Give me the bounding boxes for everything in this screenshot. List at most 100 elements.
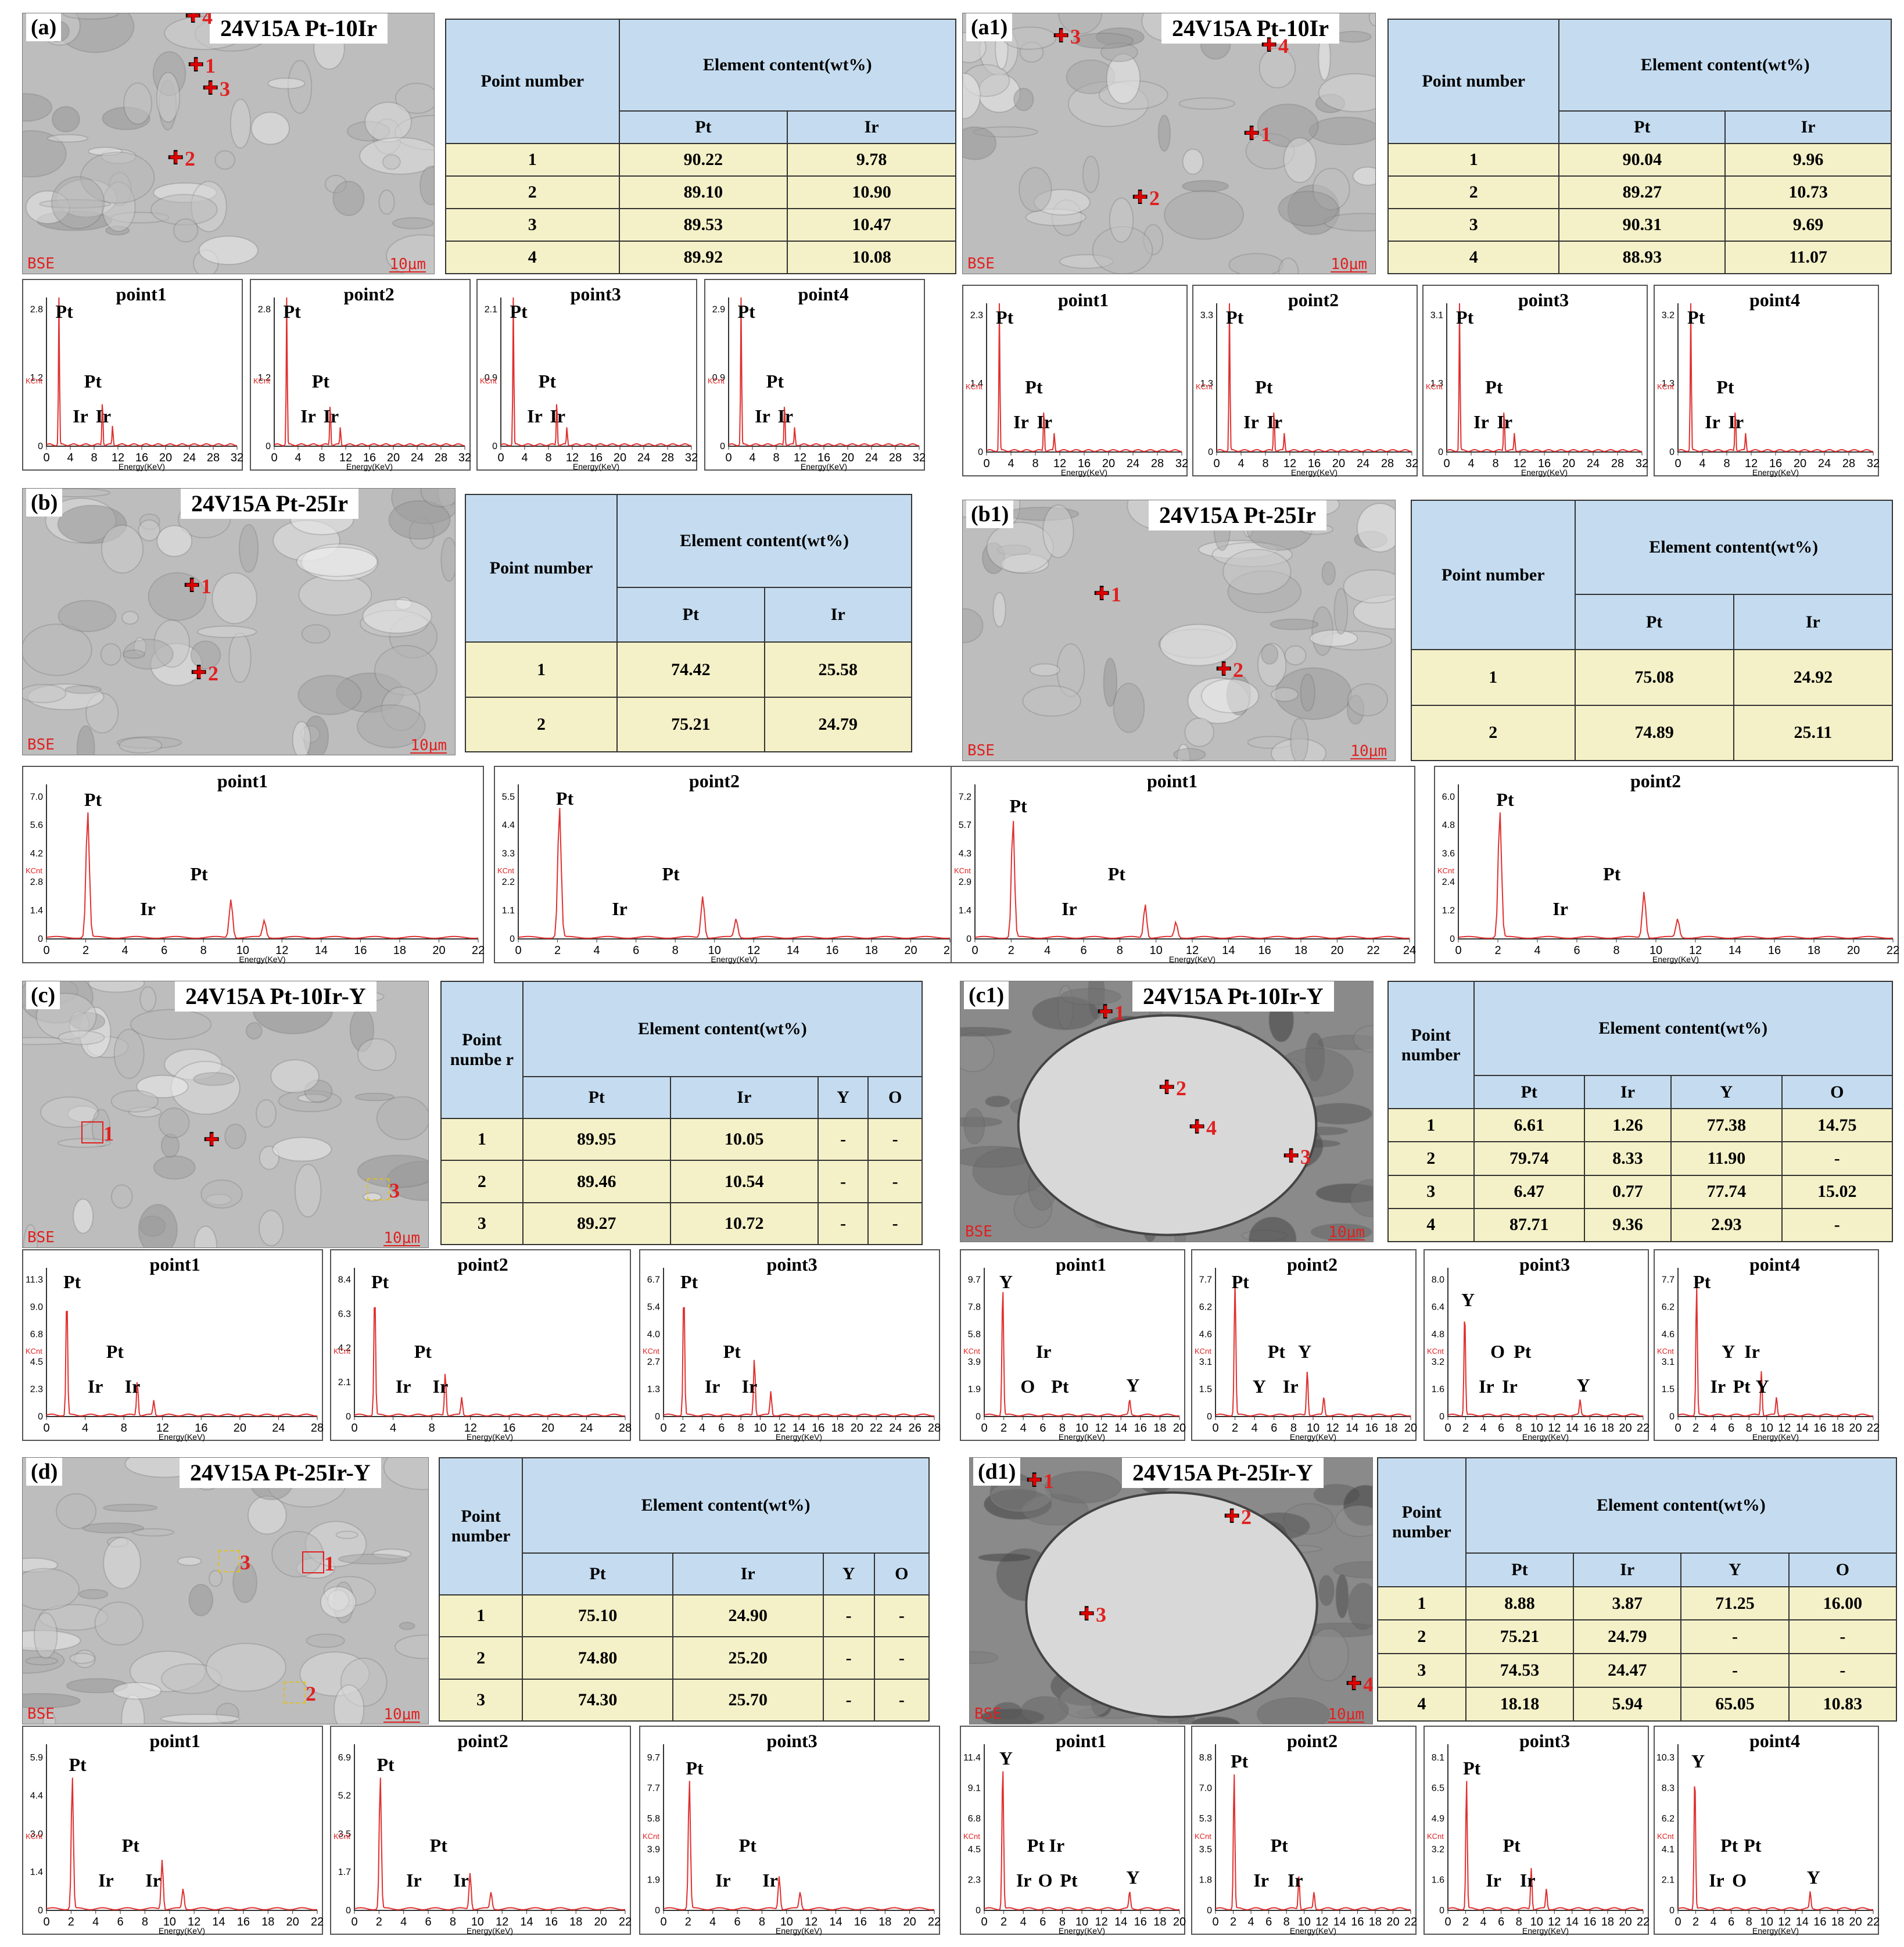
surface-feature xyxy=(248,1495,287,1535)
scale-bar: 10μm xyxy=(1350,743,1387,760)
table-cell: 10.05 xyxy=(669,1118,819,1161)
x-tick-label: 14 xyxy=(1796,1422,1809,1435)
table-row: 2 75.21 24.79- - xyxy=(1377,1619,1898,1655)
y-tick-label: 0 xyxy=(266,442,271,451)
eds-spectrum: 0 2 4 6 8 10 12 14 16 18 20 22 0 1.2 2.4 3.6 4.8 6.0 KCnt E… xyxy=(1434,766,1899,964)
y-tick-label: 4.5 xyxy=(968,1845,981,1855)
scale-bar: 10μm xyxy=(383,1706,420,1723)
y-tick-label: 0 xyxy=(492,442,497,451)
y-tick-label: 3.1 xyxy=(1430,310,1443,320)
element-table: Point number Element content(wt%) Pt Ir 1 90.… xyxy=(1387,18,1892,274)
peak-label: Pt xyxy=(686,1757,704,1779)
surface-feature xyxy=(960,1027,1012,1037)
surface-feature xyxy=(33,1612,58,1659)
x-tick-label: 24 xyxy=(1403,944,1416,957)
spectrum-title: point1 xyxy=(116,284,167,304)
x-tick-label: 4 xyxy=(1007,457,1014,470)
x-tick-label: 12 xyxy=(1053,457,1066,470)
table-cell: 75.10 xyxy=(522,1594,673,1638)
eds-spectrum: 0 2 4 6 8 10 12 14 16 18 20 22 24 0 1.4 2.9 4.3 5.7 7.2 KCn… xyxy=(951,766,1416,964)
table-cell: 90.31 xyxy=(1558,208,1726,242)
marker-number: 1 xyxy=(103,1122,114,1145)
x-tick-label: 8 xyxy=(1516,1916,1522,1928)
spectrum-plot: 0 2 4 6 8 10 12 14 16 18 20 22 0 1.7 3.5 5.2 6.9 KCnt Ener… xyxy=(334,1744,632,1935)
spectrum-plot: 0 4 8 12 16 20 24 28 32 0 1.2 2.8 KCnt Energy(KeV) xyxy=(26,297,243,471)
x-axis-label: Energy(KeV) xyxy=(1752,1432,1799,1442)
surface-feature xyxy=(338,1553,408,1565)
table-cell: 90.22 xyxy=(618,143,788,177)
y-unit-label: KCnt xyxy=(1196,382,1213,391)
x-tick-label: 20 xyxy=(841,451,854,464)
eds-spectrum: 0 4 8 12 16 20 24 28 32 0 1.4 2.3 KCnt Energy(KeV) poi… xyxy=(962,285,1188,477)
peak-label: Ir xyxy=(300,406,316,426)
peak-label: Y xyxy=(1252,1376,1266,1397)
x-tick-label: 6 xyxy=(734,1916,741,1928)
surface-feature xyxy=(224,1123,246,1149)
x-axis-label: Energy(KeV) xyxy=(1522,1432,1569,1442)
x-tick-label: 14 xyxy=(1346,1422,1358,1435)
x-tick-label: 0 xyxy=(515,944,521,957)
x-tick-label: 16 xyxy=(1538,457,1551,470)
surface-feature xyxy=(23,684,67,704)
y-tick-label: 8.0 xyxy=(1432,1275,1444,1285)
table-cell: 1 xyxy=(440,1118,523,1161)
element-content-header: Element content(wt%) xyxy=(616,493,912,589)
surface-feature xyxy=(297,675,362,715)
marker-number: 2 xyxy=(208,662,218,685)
table-cell: 10.72 xyxy=(669,1202,819,1246)
y-tick-label: 7.8 xyxy=(968,1303,981,1313)
x-tick-label: 16 xyxy=(590,451,603,464)
surface-feature xyxy=(91,1109,111,1148)
peak-label: Y xyxy=(1806,1867,1820,1888)
x-tick-label: 12 xyxy=(1283,457,1296,470)
table-cell: 8.33 xyxy=(1583,1141,1672,1176)
element-table: Point number Element content(wt%) Pt Ir Y O 1 7… xyxy=(438,1457,930,1722)
x-tick-label: 8 xyxy=(1492,457,1498,470)
x-tick-label: 20 xyxy=(594,1916,607,1928)
x-tick-label: 20 xyxy=(1794,457,1806,470)
peak-label: Pt xyxy=(1687,307,1705,328)
spectrum-plot: 0 4 8 12 16 20 24 28 32 0 1.3 3.3 KCnt Energy(KeV) xyxy=(1196,303,1418,477)
surface-feature xyxy=(963,608,984,643)
table-row: 3 74.53 24.47- - xyxy=(1377,1653,1898,1688)
y-unit-label: KCnt xyxy=(253,377,270,385)
table-cell: - xyxy=(1680,1619,1790,1655)
table-cell: 75.21 xyxy=(1465,1619,1575,1655)
y-tick-label: 1.5 xyxy=(1662,1385,1674,1394)
peak-label: Ir xyxy=(1497,411,1513,432)
x-tick-label: 32 xyxy=(1405,457,1418,470)
element-column-header: Y xyxy=(822,1552,875,1596)
y-tick-label: 6.3 xyxy=(338,1309,351,1319)
peak-label: Pt xyxy=(1456,307,1474,328)
table-row: 1 75.10 24.90- - xyxy=(438,1594,930,1638)
table-cell: 24.90 xyxy=(672,1594,824,1638)
marker-number: 2 xyxy=(1176,1077,1186,1100)
table-cell: 0.77 xyxy=(1583,1174,1672,1209)
panel-label: (a) xyxy=(26,13,62,41)
marker-cross-icon: ✚ xyxy=(1026,1469,1043,1492)
element-column-header: Ir xyxy=(1583,1074,1672,1110)
x-tick-label: 8 xyxy=(91,451,97,464)
marker-cross-icon: ✚ xyxy=(1215,658,1232,681)
table-cell: 77.38 xyxy=(1670,1108,1783,1143)
eds-spectrum: 0 2 4 6 8 10 12 14 16 18 20 22 0 2.1 4.1 6.2 8.3 10.3 KCnt… xyxy=(1654,1726,1880,1935)
table-cell: 1.26 xyxy=(1583,1108,1672,1143)
x-tick-label: 18 xyxy=(879,1916,891,1928)
y-tick-label: 7.7 xyxy=(647,1784,660,1794)
table-cell: 2 xyxy=(438,1636,523,1680)
surface-feature xyxy=(332,181,365,216)
x-tick-label: 12 xyxy=(275,944,288,957)
x-tick-label: 24 xyxy=(1357,457,1369,470)
y-unit-label: KCnt xyxy=(1657,1347,1674,1356)
table-cell: - xyxy=(822,1594,875,1638)
marker-cross-icon: ✚ xyxy=(191,661,207,684)
x-axis-label: Energy(KeV) xyxy=(1290,1432,1336,1442)
marker-cross-inner-icon: ✚ xyxy=(169,148,183,167)
surface-feature xyxy=(52,106,80,132)
x-tick-label: 28 xyxy=(889,451,902,464)
x-tick-label: 18 xyxy=(1601,1916,1614,1928)
y-tick-label: 3.2 xyxy=(1662,310,1674,320)
surface-feature xyxy=(1042,504,1074,558)
x-tick-label: 16 xyxy=(826,944,838,957)
x-tick-label: 20 xyxy=(159,451,172,464)
